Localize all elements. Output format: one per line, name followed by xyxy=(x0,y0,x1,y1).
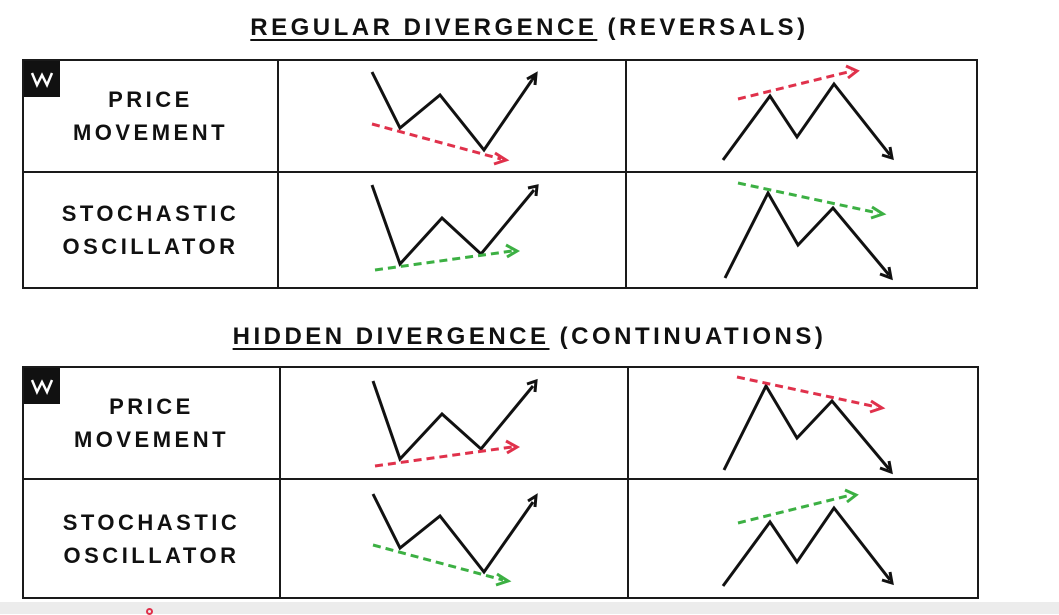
column-divider xyxy=(627,366,629,599)
row-label-price-movement: PRICE MOVEMENT xyxy=(24,61,277,171)
row-label-stochastic-oscillator: STOCHASTIC OSCILLATOR xyxy=(24,480,279,597)
hidden-divergence-title: HIDDEN DIVERGENCE (CONTINUATIONS) xyxy=(0,323,1059,351)
row-divider xyxy=(22,171,978,173)
column-divider xyxy=(625,59,627,289)
row-label-line1: STOCHASTIC xyxy=(61,201,240,226)
row-label-line2: OSCILLATOR xyxy=(62,234,239,259)
hidden-divergence-table xyxy=(22,366,979,599)
row-label-line1: PRICE xyxy=(108,87,193,112)
row-label-price-movement: PRICE MOVEMENT xyxy=(24,368,279,478)
regular-divergence-title-main: REGULAR DIVERGENCE xyxy=(250,14,598,41)
bottom-strip xyxy=(0,602,1059,614)
regular-divergence-title: REGULAR DIVERGENCE (REVERSALS) xyxy=(0,14,1059,42)
regular-divergence-table xyxy=(22,59,978,289)
regular-divergence-title-sub: (REVERSALS) xyxy=(597,14,809,41)
row-label-line1: STOCHASTIC xyxy=(62,509,241,535)
row-label-line2: MOVEMENT xyxy=(72,120,229,145)
hidden-divergence-title-sub: (CONTINUATIONS) xyxy=(549,323,827,350)
column-divider xyxy=(277,59,279,289)
hidden-divergence-title-main: HIDDEN DIVERGENCE xyxy=(232,323,550,350)
w-logo-icon xyxy=(24,368,60,404)
row-label-line2: MOVEMENT xyxy=(73,427,230,452)
row-label-line2: OSCILLATOR xyxy=(63,542,240,568)
w-logo-icon xyxy=(24,61,60,97)
row-label-stochastic-oscillator: STOCHASTIC OSCILLATOR xyxy=(24,173,277,287)
column-divider xyxy=(279,366,281,599)
row-divider xyxy=(22,478,979,480)
row-label-line1: PRICE xyxy=(109,394,194,419)
